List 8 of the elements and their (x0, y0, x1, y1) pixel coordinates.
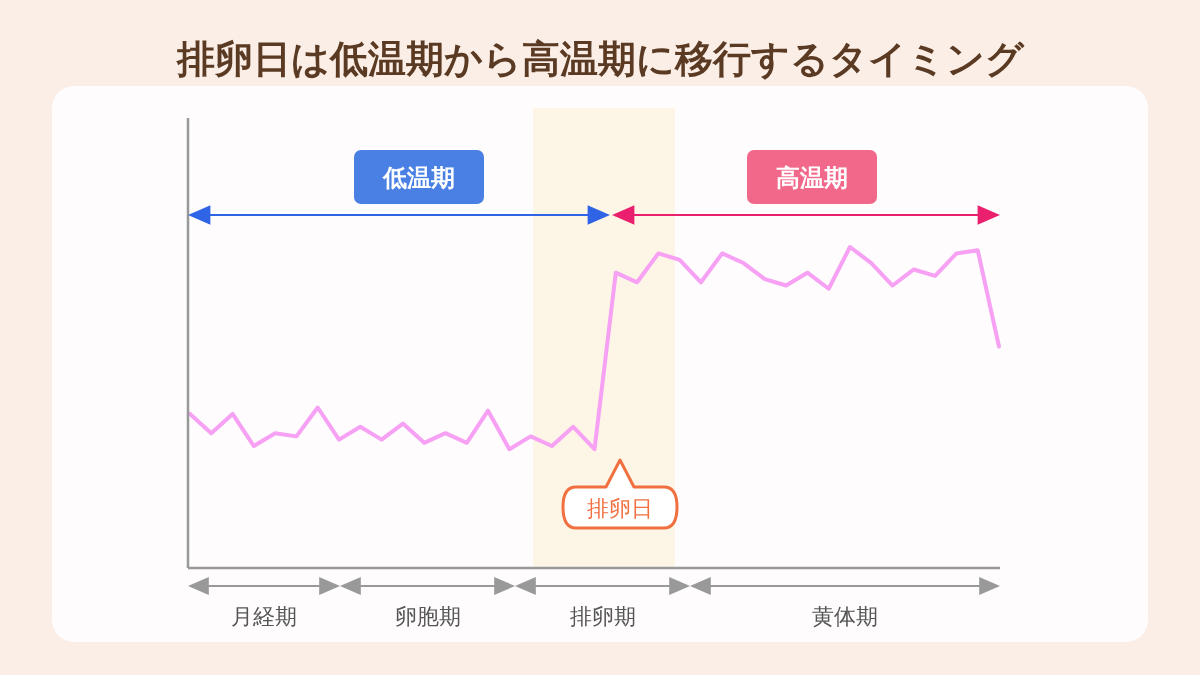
chart-title: 排卵日は低温期から高温期に移行するタイミング (175, 37, 1025, 81)
annotation: 排卵日 (587, 496, 653, 521)
text: 黄体期 (812, 604, 878, 629)
text: 卵胞期 (394, 604, 461, 629)
text: 低温期 (382, 164, 455, 192)
text: 高温期 (776, 164, 848, 192)
text: 月経期 (231, 604, 297, 629)
text: 排卵期 (569, 604, 636, 629)
